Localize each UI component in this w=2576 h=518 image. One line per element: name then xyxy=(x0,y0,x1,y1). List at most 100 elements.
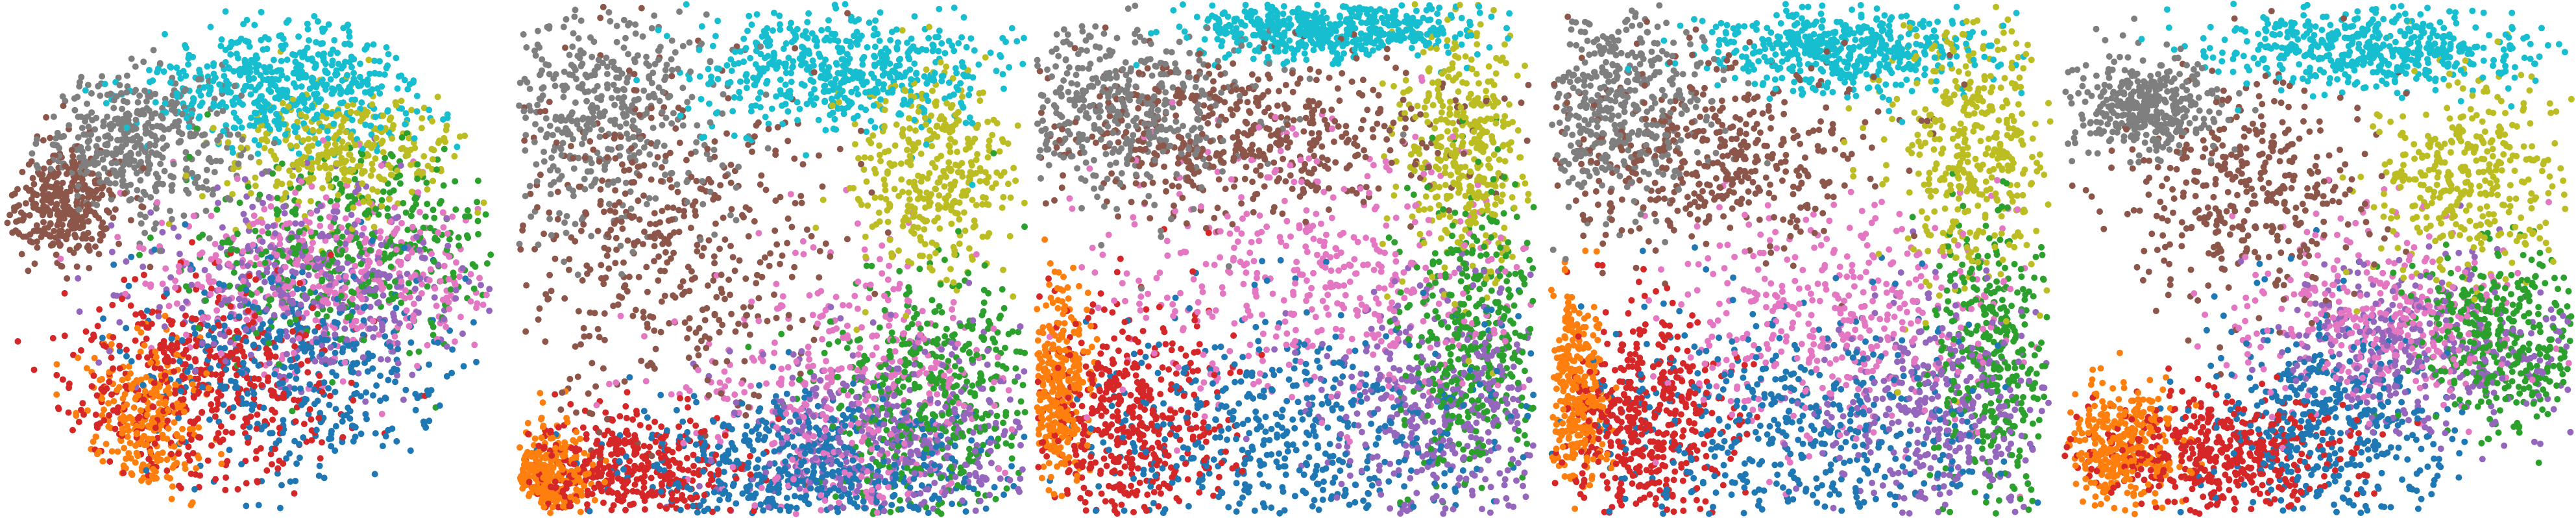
scatter-point xyxy=(362,411,369,417)
scatter-point xyxy=(936,302,943,310)
scatter-point xyxy=(431,285,439,292)
scatter-point xyxy=(195,415,202,422)
scatter-point xyxy=(127,136,134,143)
scatter-point xyxy=(113,159,120,166)
scatter-point xyxy=(398,97,405,105)
scatter-point xyxy=(370,41,377,48)
scatter-point xyxy=(364,42,371,49)
scatter-point xyxy=(134,99,141,106)
scatter-point xyxy=(206,416,213,423)
scatter-point xyxy=(95,136,102,143)
scatter-point xyxy=(193,286,200,293)
scatter-point xyxy=(316,164,323,171)
scatter-point xyxy=(256,158,263,166)
scatter-point xyxy=(372,114,379,121)
scatter-point xyxy=(406,134,413,142)
scatter-point xyxy=(243,480,250,487)
scatter-point xyxy=(441,262,448,269)
scatter-point xyxy=(407,339,415,346)
scatter-point xyxy=(88,236,95,243)
scatter-point xyxy=(359,114,367,121)
scatter-point xyxy=(301,292,308,299)
scatter-point xyxy=(214,184,221,191)
scatter-point xyxy=(149,417,156,425)
scatter-point xyxy=(88,109,95,116)
scatter-point xyxy=(251,383,258,389)
scatter-point xyxy=(151,380,158,387)
scatter-point xyxy=(251,312,258,319)
scatter-point xyxy=(253,330,260,337)
scatter-point xyxy=(151,386,158,393)
scatter-point xyxy=(711,138,718,145)
scatter-point xyxy=(20,215,27,222)
scatter-point xyxy=(189,132,197,140)
scatter-point xyxy=(397,258,404,265)
scatter-point xyxy=(51,227,58,234)
scatter-point xyxy=(31,260,38,267)
scatter-point xyxy=(346,58,353,66)
scatter-point xyxy=(385,275,391,282)
scatter-point xyxy=(251,358,258,365)
scatter-point xyxy=(401,244,408,251)
scatter-point xyxy=(296,454,303,462)
scatter-point xyxy=(884,276,892,283)
scatter-point xyxy=(428,145,435,153)
scatter-point xyxy=(608,58,615,66)
scatter-point xyxy=(374,271,381,278)
scatter-point xyxy=(203,370,210,377)
scatter-point xyxy=(456,133,463,140)
scatter-point xyxy=(101,80,108,88)
scatter-point xyxy=(272,291,279,298)
scatter-point xyxy=(224,180,231,187)
scatter-point xyxy=(235,67,242,74)
scatter-point xyxy=(128,253,135,260)
scatter-point xyxy=(771,291,777,298)
scatter-point xyxy=(205,277,212,284)
scatter-point xyxy=(155,408,162,415)
scatter-point xyxy=(47,166,55,173)
scatter-point xyxy=(448,369,456,376)
scatter-point xyxy=(158,219,165,227)
scatter-point xyxy=(195,325,202,332)
scatter-point xyxy=(73,263,80,270)
scatter-point xyxy=(174,339,181,347)
scatter-point xyxy=(342,145,349,152)
scatter-point xyxy=(205,384,212,391)
scatter-point xyxy=(371,57,378,64)
scatter-point xyxy=(776,21,783,28)
scatter-point xyxy=(211,169,218,176)
scatter-point xyxy=(812,95,820,102)
scatter-point xyxy=(267,296,274,303)
scatter-point xyxy=(695,352,702,359)
scatter-point xyxy=(341,284,348,291)
scatter-point xyxy=(308,416,315,423)
scatter-point xyxy=(304,369,311,376)
scatter-point xyxy=(132,116,140,123)
scatter-point xyxy=(577,227,585,234)
scatter-point xyxy=(84,244,91,251)
scatter-point xyxy=(823,384,830,391)
scatter-point xyxy=(451,338,458,345)
scatter-point xyxy=(239,136,246,143)
scatter-point xyxy=(182,465,189,473)
scatter-point xyxy=(698,23,705,30)
scatter-point xyxy=(523,44,530,51)
scatter-point xyxy=(110,105,117,112)
scatter-point xyxy=(674,181,681,188)
scatter-point xyxy=(385,376,392,384)
scatter-point xyxy=(292,220,299,227)
scatter-point xyxy=(307,228,314,236)
scatter-point xyxy=(108,222,115,229)
scatter-point xyxy=(319,439,325,446)
scatter-point xyxy=(245,439,252,446)
scatter-point xyxy=(394,340,401,347)
scatter-point xyxy=(201,267,208,274)
scatter-point xyxy=(221,345,228,352)
scatter-point xyxy=(171,443,178,450)
scatter-point xyxy=(162,312,169,319)
scatter-point xyxy=(389,348,396,355)
scatter-point xyxy=(176,268,183,275)
scatter-point xyxy=(239,360,247,367)
scatter-point xyxy=(269,69,276,76)
scatter-point xyxy=(121,391,128,398)
